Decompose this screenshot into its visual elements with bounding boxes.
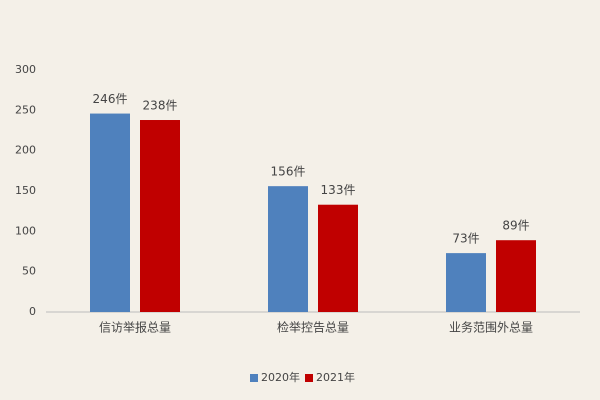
x-tick-label: 信访举报总量: [99, 320, 171, 335]
data-label: 246件: [93, 92, 128, 106]
data-label: 133件: [321, 183, 356, 197]
y-tick-label: 300: [15, 63, 36, 76]
legend-label: 2021年: [316, 370, 355, 384]
x-tick-label: 检举控告总量: [277, 320, 349, 335]
legend-swatch: [305, 374, 313, 382]
bar: [140, 120, 180, 312]
data-label: 156件: [271, 165, 306, 179]
y-tick-label: 150: [15, 184, 36, 197]
legend-swatch: [250, 374, 258, 382]
data-label: 89件: [502, 219, 529, 233]
y-tick-label: 50: [22, 265, 36, 278]
bar: [268, 186, 308, 312]
data-label: 238件: [143, 99, 178, 113]
data-label: 73件: [452, 232, 479, 246]
y-tick-label: 200: [15, 144, 36, 157]
x-tick-label: 业务范围外总量: [449, 320, 533, 335]
bar: [446, 253, 486, 312]
bar: [90, 113, 130, 312]
y-tick-label: 0: [29, 305, 36, 318]
y-tick-label: 100: [15, 224, 36, 237]
legend-label: 2020年: [261, 370, 300, 384]
bar: [496, 240, 536, 312]
y-tick-label: 250: [15, 103, 36, 116]
bar: [318, 204, 358, 312]
